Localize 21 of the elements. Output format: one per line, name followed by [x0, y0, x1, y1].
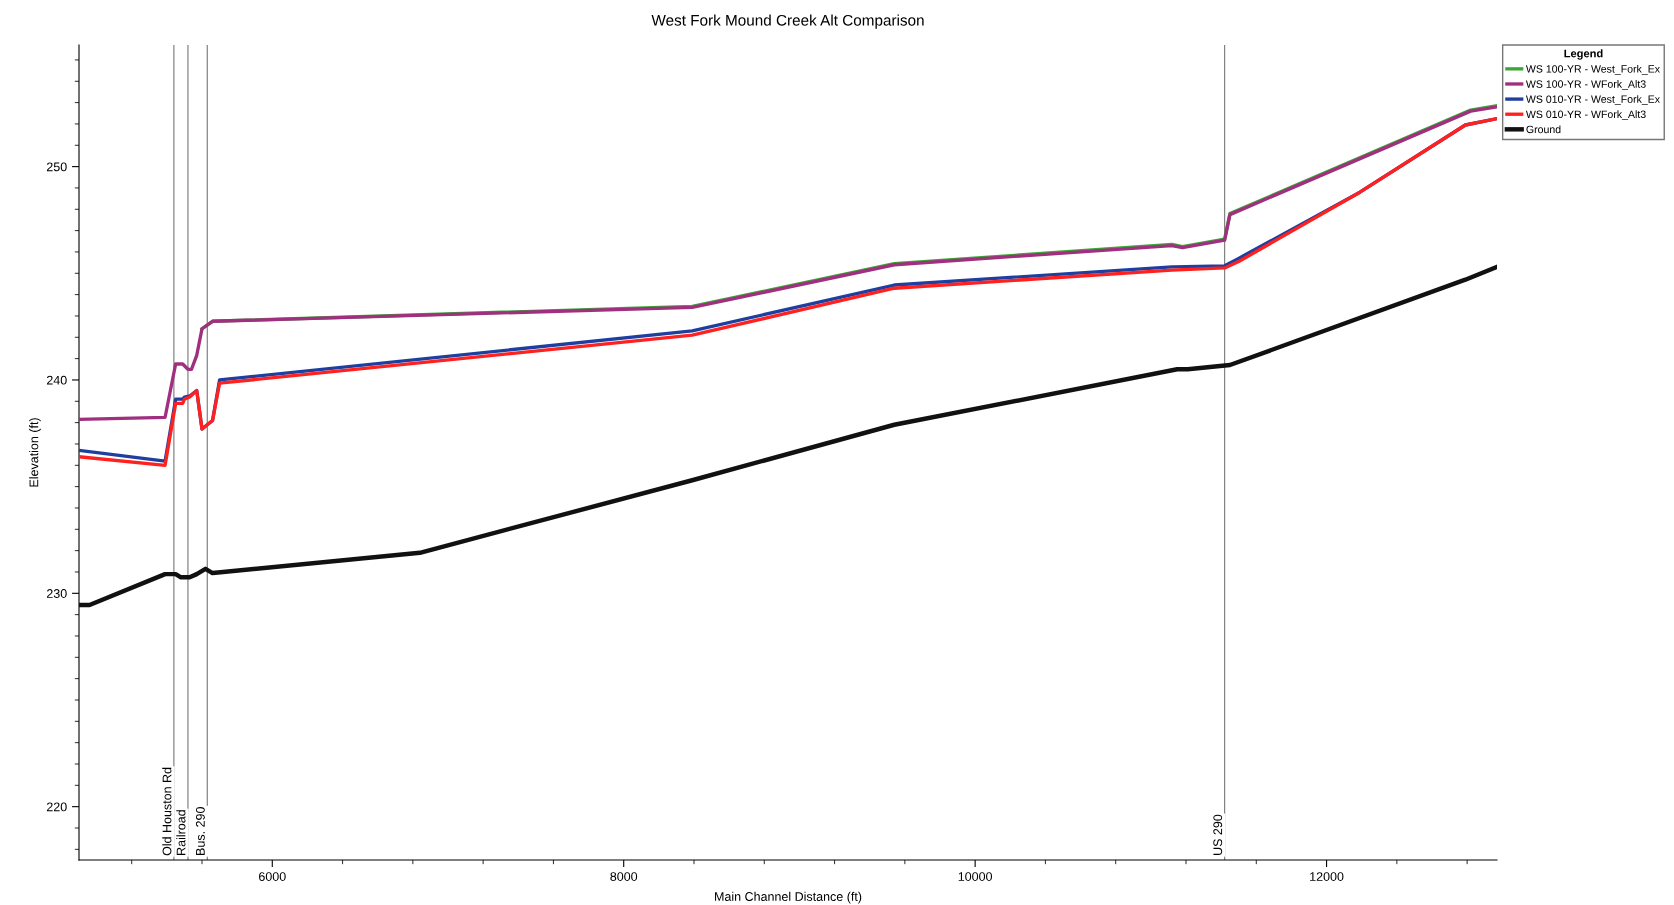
y-axis-title: Elevation (ft) — [29, 418, 41, 487]
ref-line-label: Railroad — [176, 810, 186, 855]
chart-title: West Fork Mound Creek Alt Comparison — [651, 14, 924, 29]
legend-label: WS 010-YR - West_Fork_Ex — [1525, 95, 1660, 105]
ref-line-label: US 290 — [1213, 814, 1223, 855]
x-tick-label: 6000 — [259, 872, 286, 881]
x-tick-label: 8000 — [610, 872, 638, 881]
x-tick-label: 10000 — [958, 872, 993, 881]
legend-label: Ground — [1526, 125, 1561, 134]
x-tick-label: 12000 — [1310, 872, 1344, 881]
legend-title: Legend — [1564, 49, 1603, 60]
legend-label: WS 010-YR - WFork_Alt3 — [1525, 110, 1646, 121]
y-tick-label: 250 — [46, 162, 67, 172]
legend-label: WS 100-YR - WFork_Alt3 — [1525, 80, 1646, 90]
x-axis-title: Main Channel Distance (ft) — [715, 891, 862, 904]
y-tick-label: 220 — [46, 802, 67, 812]
legend-label: WS 100-YR - West_Fork_Ex — [1525, 64, 1660, 75]
y-tick-label: 230 — [46, 589, 67, 598]
ref-line-label: Bus. 290 — [195, 807, 205, 855]
y-tick-label: 240 — [46, 375, 67, 385]
ref-line-label: Old Houston Rd — [162, 767, 172, 856]
